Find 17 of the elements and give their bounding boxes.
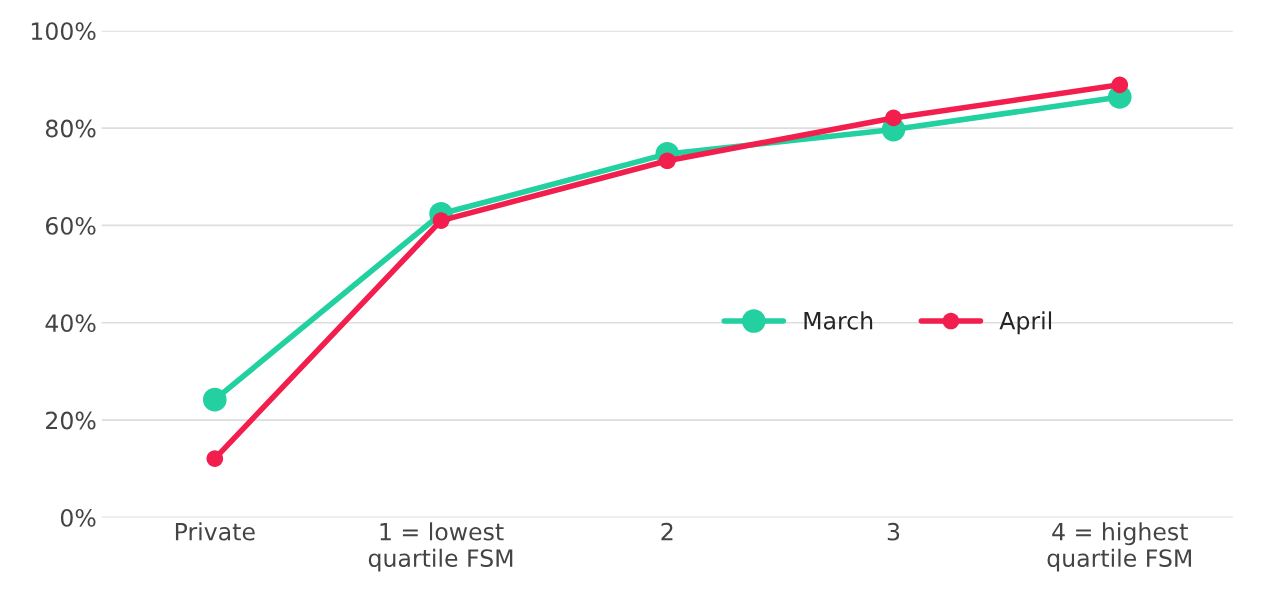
legend-label: March xyxy=(804,311,873,330)
x-tick-label: 3 xyxy=(887,522,900,541)
point xyxy=(202,387,227,412)
y-tick-label: 100% xyxy=(31,22,96,41)
x-tick-label: 1 = lowest quartile FSM xyxy=(368,522,513,572)
x-tick-label: Private xyxy=(175,522,255,541)
point xyxy=(885,109,902,127)
y-tick-label: 60% xyxy=(45,216,96,235)
legend-label: April xyxy=(999,311,1052,335)
x-tick-label: 4 = highest quartile FSM xyxy=(1047,522,1191,572)
point xyxy=(206,450,224,467)
y-tick-label: 20% xyxy=(46,411,96,430)
y-tick-label: 40% xyxy=(45,314,96,333)
point xyxy=(1111,76,1129,94)
y-tick-label: 0% xyxy=(60,508,96,527)
x-tick-label: 2 xyxy=(661,522,673,541)
y-tick-label: 80% xyxy=(45,119,96,138)
